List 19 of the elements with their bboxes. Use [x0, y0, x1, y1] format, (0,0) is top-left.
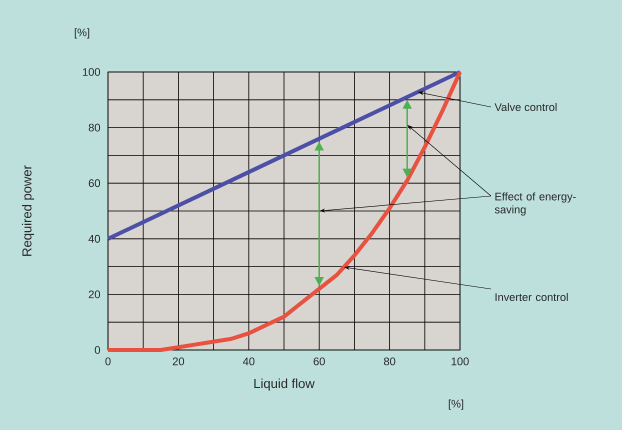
- y-tick-label: 60: [88, 179, 100, 188]
- y-tick-label: 80: [88, 124, 100, 132]
- y-tick-label: 100: [82, 68, 100, 76]
- x-tick-label: 40: [242, 358, 254, 366]
- x-axis-title: Liquid flow: [254, 378, 315, 391]
- text: [%]: [74, 28, 90, 38]
- text: Effect of energy-saving: [494, 192, 576, 216]
- x-tick-label: 80: [384, 358, 396, 366]
- text: [%]: [448, 400, 464, 410]
- y-tick-label: 20: [88, 290, 100, 298]
- x-tick-label: 100: [452, 358, 469, 366]
- y-axis-title: Required power: [22, 165, 34, 256]
- text: Inverter control: [496, 292, 568, 302]
- y-tick-label: 40: [88, 234, 100, 243]
- text: Valve control: [494, 102, 557, 112]
- x-tick-label: 60: [314, 358, 325, 366]
- y-tick-label: 0: [94, 346, 100, 354]
- x-tick-label: 0: [105, 358, 111, 366]
- x-tick-label: 20: [172, 358, 184, 366]
